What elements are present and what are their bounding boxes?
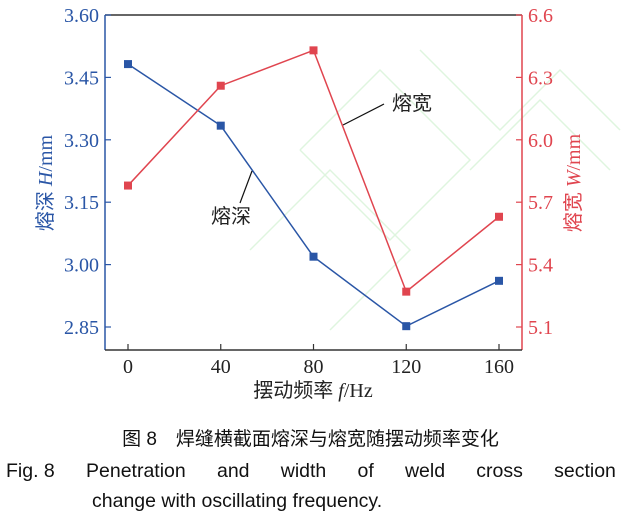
x-axis-label: 摆动频率 f/Hz xyxy=(253,379,373,402)
watermark-shape xyxy=(419,49,621,132)
data-point-right xyxy=(216,81,225,90)
left-tick-label: 3.15 xyxy=(64,192,99,214)
data-point-right xyxy=(495,212,503,221)
right-tick-label: 5.7 xyxy=(528,192,553,214)
x-tick-label: 0 xyxy=(123,356,133,378)
left-tick-label: 2.85 xyxy=(64,317,99,339)
watermark-shape xyxy=(249,168,412,331)
data-point-left xyxy=(216,121,225,130)
left-tick-label: 3.00 xyxy=(64,255,99,277)
series-line-left xyxy=(127,63,500,328)
axis-label-part: H xyxy=(35,170,57,187)
axis-label-part: 熔深 xyxy=(34,186,57,231)
watermark-shape xyxy=(469,98,611,171)
caption-word: Penetration xyxy=(86,460,186,482)
annotation-depth: 熔深 xyxy=(211,205,251,228)
caption-chinese: 图 8 焊缝横截面熔深与熔宽随摆动频率变化 xyxy=(122,429,499,450)
left-tick-label: 3.30 xyxy=(64,130,99,152)
right-tick-label: 5.1 xyxy=(528,317,553,339)
caption-word: section xyxy=(554,460,616,482)
caption-word: weld xyxy=(404,460,446,482)
data-point-left xyxy=(309,252,318,261)
axis-label-part: W xyxy=(563,168,585,187)
annotation-width: 熔宽 xyxy=(392,92,432,115)
data-point-right xyxy=(124,181,132,190)
left-tick-label: 3.60 xyxy=(64,5,99,27)
annotation-leader-width xyxy=(342,103,385,126)
axis-label-part: 熔宽 xyxy=(562,187,585,232)
axis-label-part: /mm xyxy=(35,134,57,171)
x-tick-label: 120 xyxy=(391,356,421,378)
left-axis-label: 熔深 H/mm xyxy=(34,134,57,231)
data-point-left xyxy=(402,322,411,331)
watermark-shape xyxy=(299,68,472,242)
caption-word: cross xyxy=(476,460,523,482)
caption-english-line1: Fig. 8 Penetration and width of weld cro… xyxy=(6,460,616,483)
caption-word: and xyxy=(216,460,250,482)
caption-word: Fig. 8 xyxy=(6,460,55,482)
data-point-right xyxy=(309,46,318,55)
right-tick-label: 6.0 xyxy=(528,130,553,152)
caption-word: width xyxy=(280,460,327,482)
axis-label-part: f xyxy=(338,380,346,402)
x-tick-label: 80 xyxy=(304,356,324,378)
caption-word: of xyxy=(357,460,374,482)
axis-label-part: /Hz xyxy=(344,380,373,402)
x-tick-label: 40 xyxy=(211,356,231,378)
data-point-left xyxy=(495,276,503,285)
axis-label-part: 摆动频率 xyxy=(253,379,338,402)
right-tick-label: 5.4 xyxy=(528,255,553,277)
right-tick-label: 6.6 xyxy=(528,5,553,27)
annotation-leader-depth xyxy=(239,170,253,204)
data-point-left xyxy=(124,60,132,69)
data-point-right xyxy=(402,287,411,296)
left-tick-label: 3.45 xyxy=(64,67,99,89)
x-tick-label: 160 xyxy=(484,356,514,378)
axis-label-part: /mm xyxy=(563,133,585,170)
caption-english-line2: change with oscillating frequency. xyxy=(92,490,383,512)
right-axis-label: 熔宽 W/mm xyxy=(562,133,585,232)
right-tick-label: 6.3 xyxy=(528,67,553,89)
dual-axis-line-chart: 2.85 3.00 3.15 3.30 3.45 3.60 5.1 5.4 5.7 6.0 6.3 6… xyxy=(34,5,621,402)
